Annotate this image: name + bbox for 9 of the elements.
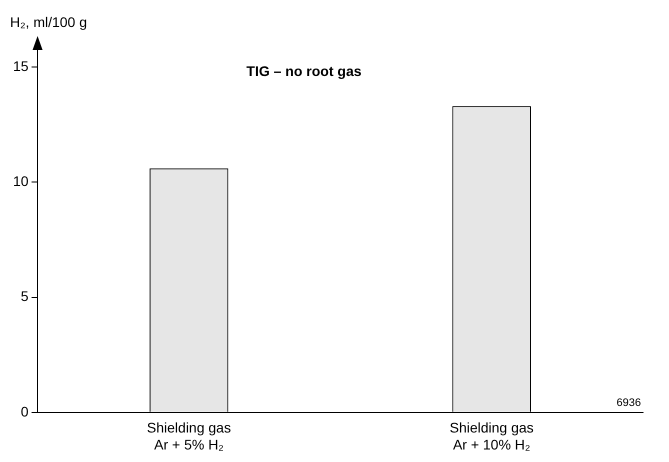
y-tick-label: 5 <box>20 288 29 304</box>
annotation: 6936 <box>616 396 641 409</box>
y-tick-label: 15 <box>12 58 29 74</box>
text: TIG – no root gas <box>246 62 362 79</box>
y-tick-label: 10 <box>12 173 29 190</box>
y-axis-title: H₂, ml/100 g <box>10 14 88 30</box>
y-tick-label: 0 <box>20 403 29 420</box>
x-tick-label: Shielding gas Ar + 5% H₂ <box>146 420 231 452</box>
x-tick-label: Shielding gas Ar + 10% H₂ <box>450 420 534 452</box>
